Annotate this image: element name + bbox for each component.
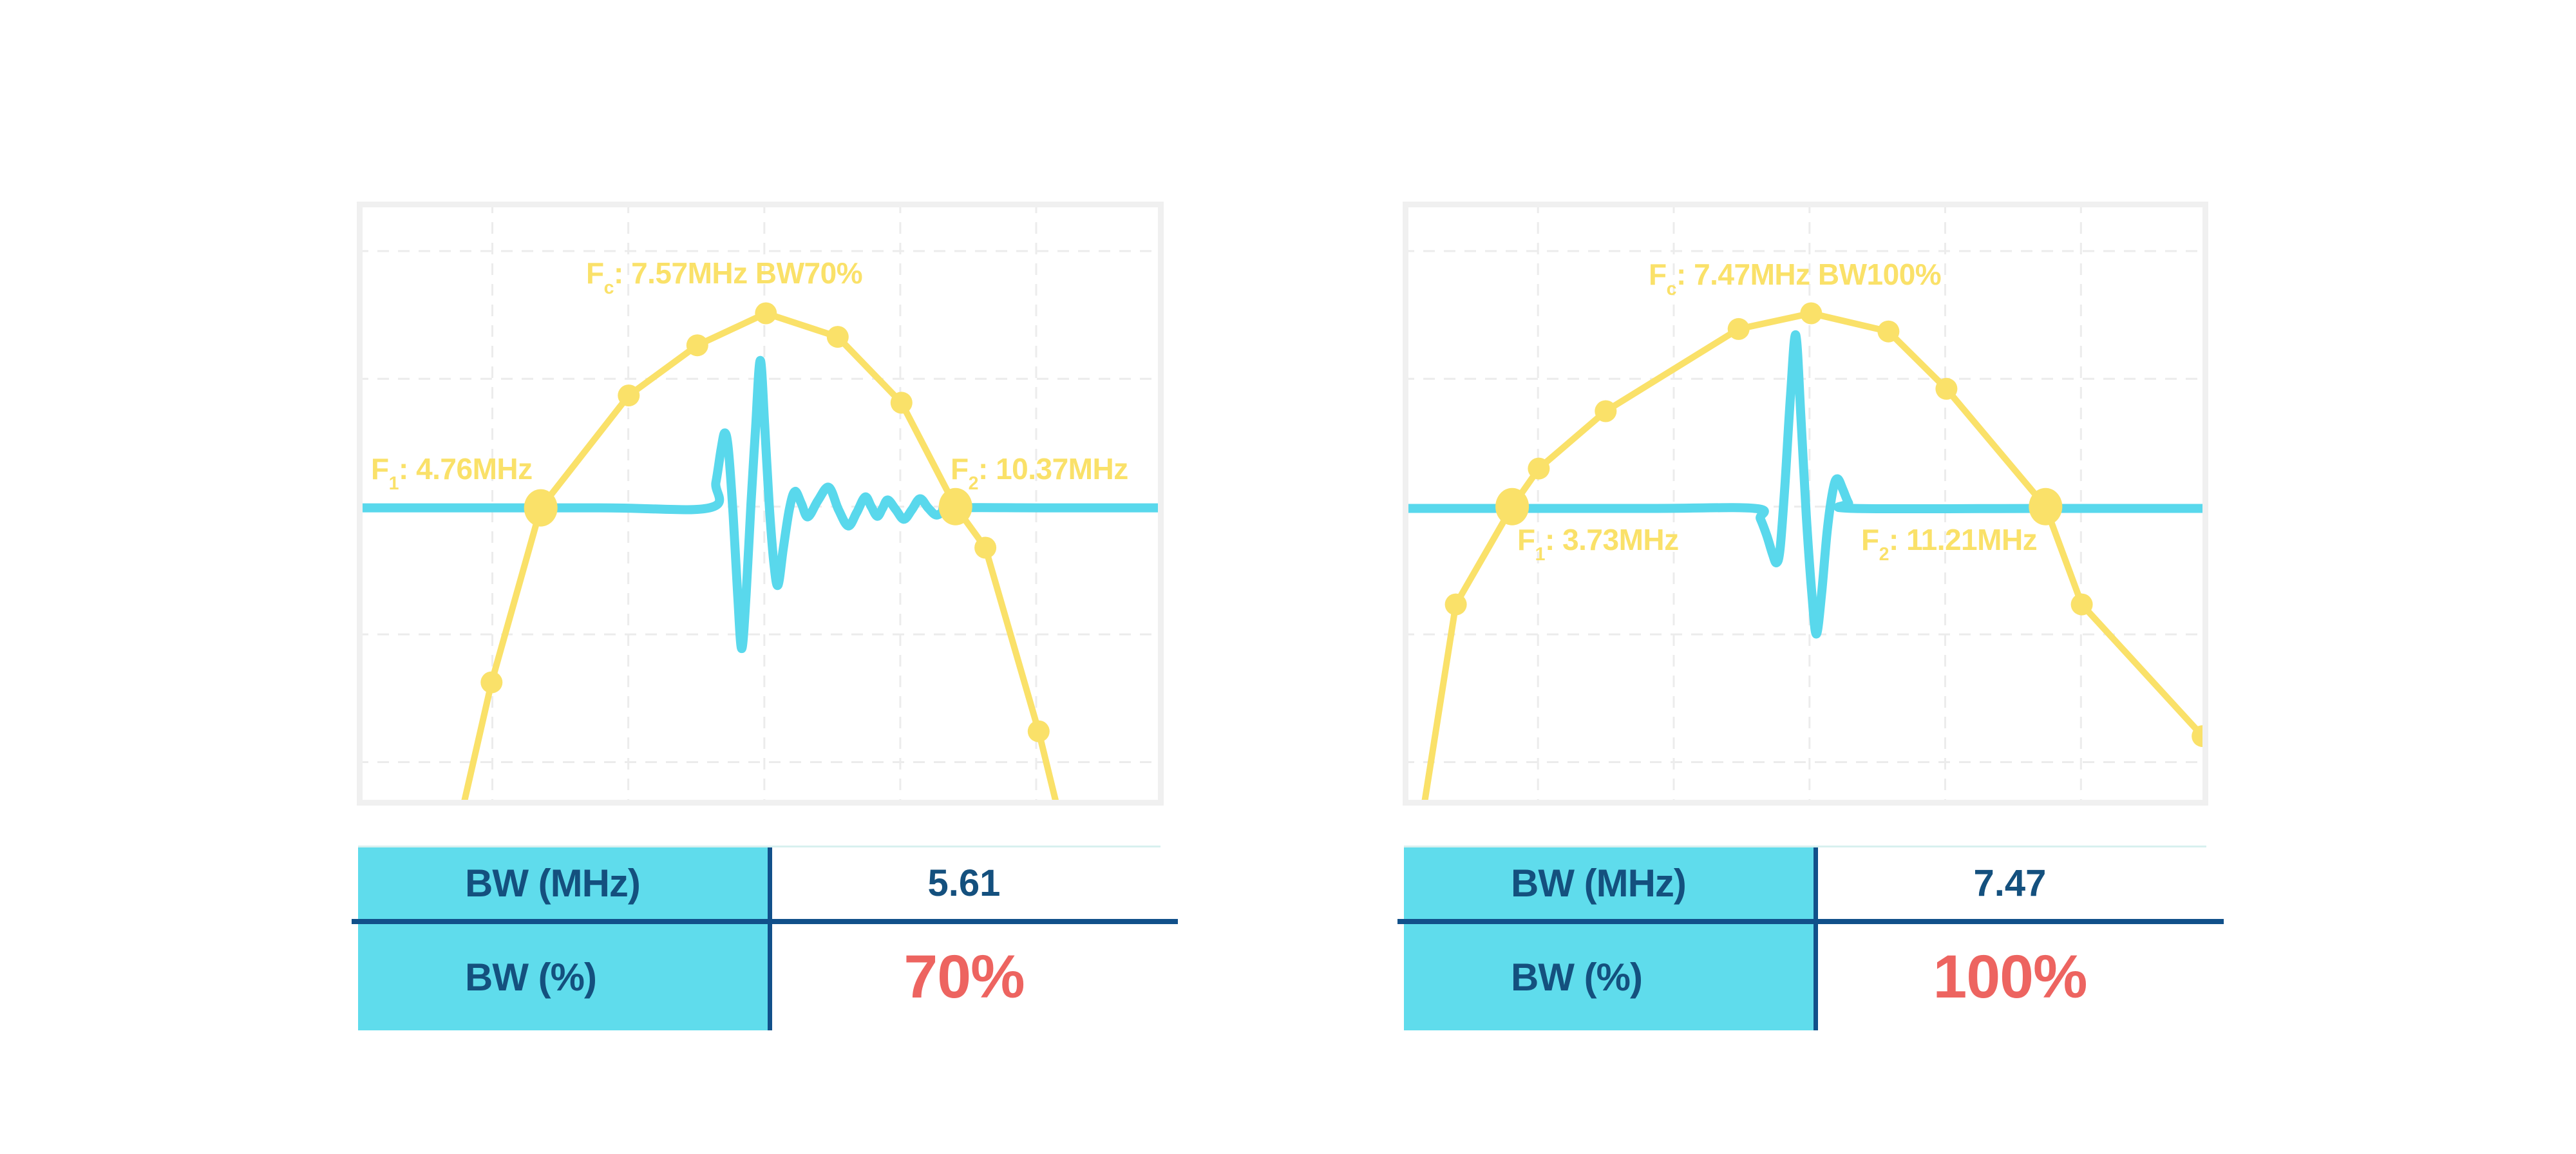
bw-mhz-label-cell: BW (MHz): [1404, 847, 1814, 919]
annotation-text: : 10.37MHz: [978, 452, 1128, 486]
f1-annotation: F1: 3.73MHz: [1517, 522, 1679, 564]
table-row: BW (MHz) 7.47: [1404, 847, 2206, 919]
bw-table-left: BW (MHz) 5.61 BW (%) 70%: [352, 846, 1178, 1030]
bw-mhz-value-cell: 7.47: [1973, 862, 2047, 904]
table-row: BW (MHz) 5.61: [358, 847, 1160, 919]
bw-mhz-value-cell: 5.61: [927, 862, 1001, 904]
chart-panel-bw70: Fc: 7.57MHz BW70% F1: 4.76MHz F2: 10.37M…: [357, 202, 1164, 806]
bw-mhz-label-cell: BW (MHz): [358, 847, 768, 919]
chart-plot-bw70: [357, 202, 1164, 806]
bw-table-right: BW (MHz) 7.47 BW (%) 100%: [1397, 846, 2224, 1030]
table-top-rule: [358, 846, 1160, 847]
bw-pct-value-cell: 100%: [1933, 943, 2088, 1011]
annotation-text: : 11.21MHz: [1888, 523, 2038, 556]
center-frequency-annotation: Fc: 7.47MHz BW100%: [1649, 257, 1942, 299]
bw-pct-label-cell: BW (%): [1404, 924, 1814, 1030]
annotation-text: F: [586, 256, 604, 290]
annotation-text: F: [951, 452, 969, 486]
table-row-separator: [1397, 919, 2224, 924]
bw-pct-label-cell: BW (%): [358, 924, 768, 1030]
table-row: BW (%) 100%: [1404, 924, 2206, 1030]
bw-pct-value-cell: 70%: [904, 943, 1025, 1011]
annotation-text: : 7.47MHz BW100%: [1676, 258, 1942, 291]
annotation-subscript: 2: [1879, 544, 1889, 565]
table-column-divider: [768, 847, 772, 1030]
table-row-separator: [352, 919, 1178, 924]
table-row: BW (%) 70%: [358, 924, 1160, 1030]
annotation-subscript: c: [603, 278, 614, 299]
annotation-text: : 7.57MHz BW70%: [613, 256, 863, 290]
annotation-text: : 3.73MHz: [1544, 523, 1679, 556]
chart-plot-bw100: [1403, 202, 2208, 806]
f2-annotation: F2: 10.37MHz: [951, 451, 1128, 493]
f1-annotation: F1: 4.76MHz: [371, 451, 533, 493]
chart-panel-bw100: Fc: 7.47MHz BW100% F1: 3.73MHz F2: 11.21…: [1403, 202, 2208, 806]
f2-annotation: F2: 11.21MHz: [1861, 522, 2038, 564]
center-frequency-annotation: Fc: 7.57MHz BW70%: [586, 256, 863, 298]
annotation-subscript: 2: [968, 473, 979, 495]
table-top-rule: [1404, 846, 2206, 847]
annotation-text: : 4.76MHz: [398, 452, 533, 486]
table-column-divider: [1814, 847, 1818, 1030]
annotation-text: F: [1649, 258, 1667, 291]
annotation-subscript: c: [1666, 279, 1677, 300]
annotation-subscript: 1: [388, 473, 399, 495]
annotation-text: F: [1861, 523, 1879, 556]
annotation-text: F: [371, 452, 389, 486]
annotation-text: F: [1517, 523, 1535, 556]
annotation-subscript: 1: [1535, 544, 1546, 565]
